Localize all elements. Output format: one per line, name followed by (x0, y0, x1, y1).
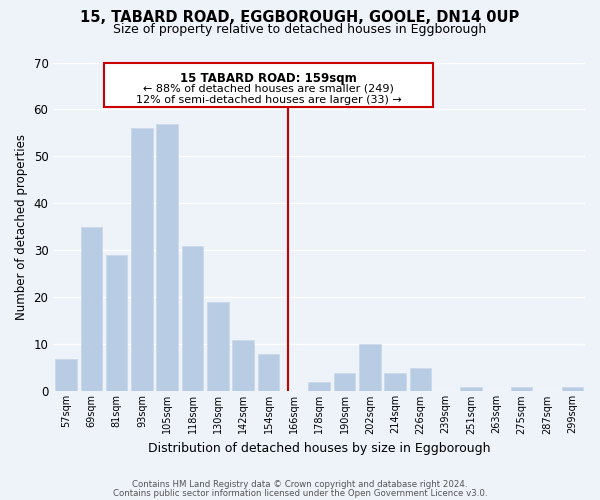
Bar (207, 302, 229, 392)
Bar (308, 382, 330, 392)
Bar (258, 354, 279, 392)
Bar (131, 128, 152, 392)
Text: 15, TABARD ROAD, EGGBOROUGH, GOOLE, DN14 0UP: 15, TABARD ROAD, EGGBOROUGH, GOOLE, DN14… (80, 10, 520, 25)
Bar (562, 386, 583, 392)
Text: Contains public sector information licensed under the Open Government Licence v3: Contains public sector information licen… (113, 488, 487, 498)
Bar (55, 358, 77, 392)
Y-axis label: Number of detached properties: Number of detached properties (15, 134, 28, 320)
Bar (359, 344, 380, 392)
Text: 15 TABARD ROAD: 159sqm: 15 TABARD ROAD: 159sqm (180, 72, 357, 85)
X-axis label: Distribution of detached houses by size in Eggborough: Distribution of detached houses by size … (148, 442, 490, 455)
Bar (511, 386, 532, 392)
Bar (80, 227, 102, 392)
Bar (385, 372, 406, 392)
Text: Contains HM Land Registry data © Crown copyright and database right 2024.: Contains HM Land Registry data © Crown c… (132, 480, 468, 489)
Bar (460, 386, 482, 392)
Bar (106, 255, 127, 392)
Bar (334, 372, 355, 392)
Bar (157, 124, 178, 392)
FancyBboxPatch shape (104, 62, 433, 107)
Text: 12% of semi-detached houses are larger (33) →: 12% of semi-detached houses are larger (… (136, 96, 401, 106)
Bar (410, 368, 431, 392)
Bar (182, 246, 203, 392)
Text: ← 88% of detached houses are smaller (249): ← 88% of detached houses are smaller (24… (143, 84, 394, 94)
Text: Size of property relative to detached houses in Eggborough: Size of property relative to detached ho… (113, 22, 487, 36)
Bar (232, 340, 254, 392)
